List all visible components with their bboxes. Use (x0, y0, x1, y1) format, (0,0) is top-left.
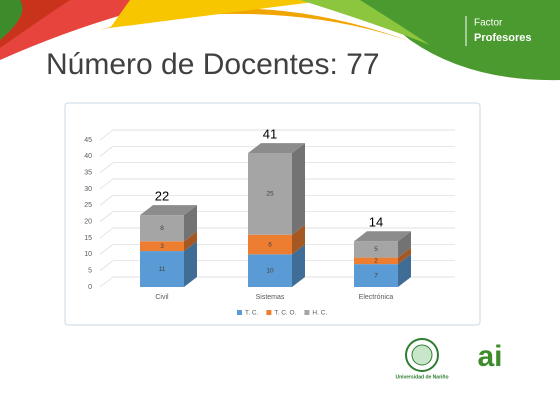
university-seal-inner (411, 344, 433, 366)
bar-value-label: 3 (160, 243, 164, 250)
grid-line-floor (99, 276, 114, 288)
bar-segment (354, 257, 398, 265)
bar-segment (354, 241, 398, 258)
bar-top (354, 231, 411, 242)
bar-total-label: 22 (155, 189, 169, 204)
grid-line-floor (99, 260, 114, 271)
bar-side (398, 254, 411, 287)
bar-value-label: 10 (266, 267, 274, 274)
bar-segment (248, 254, 292, 287)
legend-label: T. C. (245, 310, 259, 317)
bar-side (398, 231, 411, 258)
x-tick-label: Civil (155, 294, 169, 301)
y-tick-label: 40 (84, 153, 92, 160)
bar-segment (140, 215, 184, 242)
legend-swatch (304, 310, 310, 315)
y-tick-label: 25 (84, 202, 92, 209)
grid-line-floor (99, 244, 114, 255)
grid-line-floor (99, 227, 114, 239)
slide-title: Número de Docentes: 77 (46, 48, 380, 81)
y-tick-label: 15 (84, 235, 92, 242)
y-tick-label: 20 (84, 219, 92, 226)
bar-side (184, 205, 197, 242)
y-tick-label: 35 (84, 170, 92, 177)
grid-line-floor (99, 146, 114, 157)
deco-red (0, 0, 180, 60)
y-tick-label: 5 (88, 268, 92, 275)
university-name: Universidad de Nariño (395, 374, 448, 380)
bar-top (140, 205, 197, 216)
deco-lightgreen (300, 0, 430, 45)
y-tick-label: 0 (88, 284, 92, 291)
grid-line-floor (99, 178, 114, 190)
grid-line-floor (99, 129, 114, 141)
bar-value-label: 25 (266, 191, 274, 198)
bar-segment (140, 251, 184, 287)
bar-segment (248, 234, 292, 255)
x-tick-label: Sistemas (256, 294, 285, 301)
bar-side (398, 247, 411, 265)
bar-segment (248, 153, 292, 235)
grid-line-floor (99, 211, 114, 222)
bar-total-label: 41 (263, 127, 277, 142)
legend-label: H. C. (312, 310, 327, 317)
bar-side (184, 241, 197, 287)
bar-top (248, 143, 305, 154)
bar-value-label: 6 (268, 241, 272, 248)
chart: 051015202530354045Civil113822Sistemas106… (84, 127, 455, 317)
accreditation-logo: ai (477, 340, 502, 373)
bar-side (184, 231, 197, 252)
bar-side (292, 224, 305, 255)
header-line2: Profesores (474, 32, 531, 44)
y-tick-label: 45 (84, 137, 92, 144)
bar-value-label: 7 (374, 272, 378, 279)
bar-value-label: 5 (374, 246, 378, 253)
bar-value-label: 2 (374, 258, 378, 265)
bar-segment (140, 241, 184, 252)
header-line1: Factor (474, 18, 503, 29)
deco-yellow (110, 0, 330, 28)
bar-value-label: 8 (160, 225, 164, 232)
legend-swatch (266, 310, 272, 315)
grid-line-floor (99, 162, 114, 173)
bar-value-label: 11 (159, 266, 166, 273)
legend-label: T. C. O. (274, 310, 296, 317)
y-tick-label: 10 (84, 251, 92, 258)
deco-green-left (0, 0, 70, 48)
legend-swatch (237, 310, 242, 315)
grid-line-floor (99, 195, 114, 206)
bar-total-label: 14 (369, 215, 383, 230)
bar-side (292, 143, 305, 235)
university-seal (405, 338, 439, 372)
deco-green-right (340, 0, 560, 81)
y-tick-label: 30 (84, 186, 92, 193)
x-tick-label: Electrónica (359, 294, 394, 301)
bar-side (292, 244, 305, 287)
bar-segment (354, 264, 398, 287)
